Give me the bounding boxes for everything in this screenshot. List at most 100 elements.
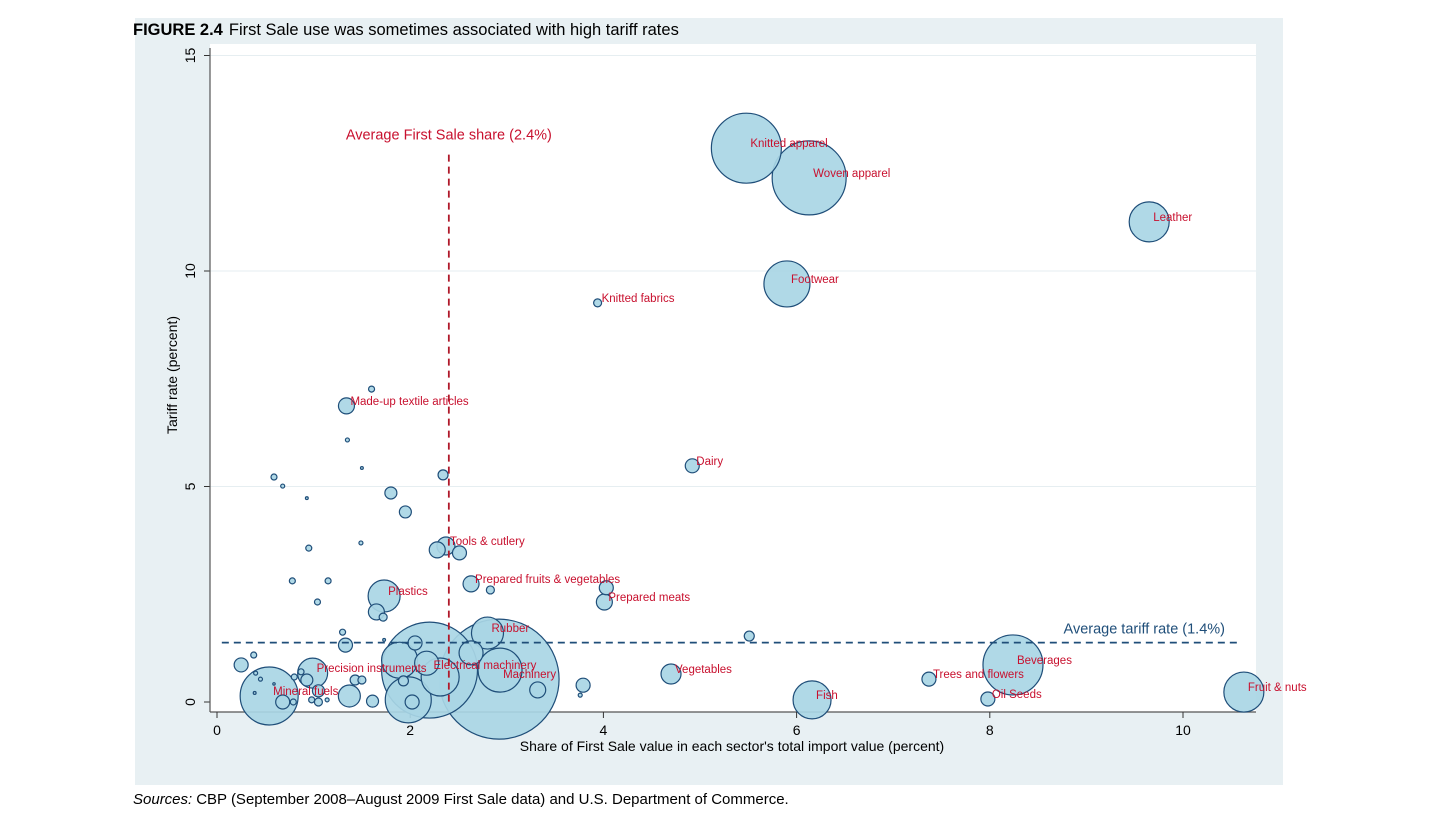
x-tick-label: 6	[793, 722, 801, 738]
x-axis-label: Share of First Sale value in each sector…	[520, 738, 944, 754]
bubble-point	[280, 483, 286, 489]
bubble-point	[324, 577, 332, 585]
bubble-point	[660, 663, 682, 685]
avg-tariff-rate-label: Average tariff rate (1.4%)	[1064, 622, 1225, 638]
bubble-point	[397, 675, 410, 687]
bubble-point	[308, 696, 316, 704]
bubble-point	[253, 670, 259, 676]
bubble-label: Plastics	[388, 586, 428, 598]
bubble-point	[358, 540, 364, 546]
bubble-label: Leather	[1153, 212, 1192, 224]
bubble-point	[305, 544, 313, 552]
figure-title-text: First Sale use was sometimes associated …	[228, 21, 679, 39]
bubble-point	[1128, 201, 1170, 243]
y-tick-label: 15	[182, 48, 198, 64]
bubble-point	[982, 634, 1044, 696]
bubble-point	[575, 677, 591, 693]
bubble-point	[980, 691, 996, 707]
bubble-label: Oil Seeds	[992, 689, 1042, 701]
bubble-point	[233, 657, 249, 673]
bubble-point	[344, 437, 351, 443]
bubble-point	[710, 112, 782, 184]
bubble-point	[338, 628, 347, 636]
sources-text: CBP (September 2008–August 2009 First Sa…	[196, 791, 789, 808]
y-axis-label: Tariff rate (percent)	[164, 316, 180, 434]
bubble-point	[359, 465, 364, 470]
bubble-point	[337, 397, 356, 415]
bubble-point	[297, 668, 305, 676]
bubble-point	[792, 680, 832, 720]
bubble-point	[289, 698, 297, 706]
bubble-label: Dairy	[696, 456, 723, 468]
bubble-label: Prepared fruits & vegetables	[475, 574, 620, 586]
bubble-point	[257, 676, 264, 682]
bubble-point	[313, 697, 324, 707]
bubble-label: Beverages	[1017, 655, 1072, 667]
bubble-point	[357, 675, 367, 685]
bubble-label: Knitted apparel	[750, 138, 827, 150]
bubble-point	[577, 692, 583, 698]
bubble-point	[477, 647, 523, 693]
bubble-label: Rubber	[491, 623, 529, 635]
gridlines	[210, 55, 1256, 487]
bubble-point	[250, 651, 258, 659]
bubble-point	[311, 684, 326, 698]
bubble-point	[313, 598, 322, 606]
bubble-label: Knitted fabrics	[602, 293, 675, 305]
bubble-point	[743, 630, 755, 642]
bubble-point	[529, 681, 547, 699]
bubble-point	[458, 640, 484, 666]
bubble-point	[382, 637, 387, 642]
figure-title: FIGURE 2.4 First Sale use was sometimes a…	[133, 21, 679, 40]
bubble-point	[324, 697, 330, 703]
x-tick-label: 4	[600, 722, 608, 738]
bubble-point	[367, 385, 376, 393]
bubble-point	[288, 577, 296, 585]
bubble-point	[593, 298, 603, 308]
bubble-point	[404, 694, 420, 710]
bubble-point	[275, 694, 291, 710]
bubble-label: Made-up textile articles	[350, 396, 468, 408]
bubble-label: Fish	[816, 690, 838, 702]
bubble-label: Woven apparel	[813, 168, 890, 180]
bubble-point	[290, 673, 298, 681]
bubble-point	[485, 585, 495, 595]
bubble-point	[771, 140, 847, 216]
bubble-point	[365, 694, 380, 708]
bubble-point	[598, 580, 614, 596]
bubble-label: Electrical machinery	[434, 660, 537, 672]
bubble-point	[437, 469, 449, 481]
bubble-point	[451, 545, 468, 561]
bubble-point	[414, 650, 440, 676]
bubble-point	[337, 637, 354, 653]
y-tick-label: 5	[182, 482, 198, 490]
bubbles	[233, 112, 1265, 740]
bubble-label: Tools & cutlery	[450, 536, 525, 548]
bubble-point	[1223, 671, 1265, 713]
x-tick-label: 2	[406, 722, 414, 738]
bubble-label: Prepared meats	[608, 592, 690, 604]
bubble-label: Vegetables	[675, 664, 732, 676]
x-tick-label: 0	[213, 722, 221, 738]
sources-label: Sources:	[133, 791, 193, 808]
bubble-point	[398, 505, 412, 519]
bubble-point	[470, 616, 505, 650]
bubble-point	[378, 612, 388, 622]
bubble-point	[763, 260, 811, 308]
y-tick-label: 10	[182, 263, 198, 279]
bubble-point	[270, 473, 278, 481]
bubble-label: Mineral fuels	[273, 686, 338, 698]
bubble-label: Trees and flowers	[933, 669, 1024, 681]
bubble-label: Footwear	[791, 274, 839, 286]
reference-lines: Average First Sale share (2.4%) Average t…	[221, 128, 1241, 702]
bubble-label: Fruit & nuts	[1248, 682, 1307, 694]
bubble-point	[684, 458, 700, 474]
bubble-point	[252, 690, 257, 695]
bubble-point	[304, 496, 309, 501]
y-tick-label: 0	[182, 698, 198, 706]
bubble-point	[428, 541, 446, 559]
bubble-point	[462, 575, 480, 593]
bubble-point	[300, 673, 314, 687]
